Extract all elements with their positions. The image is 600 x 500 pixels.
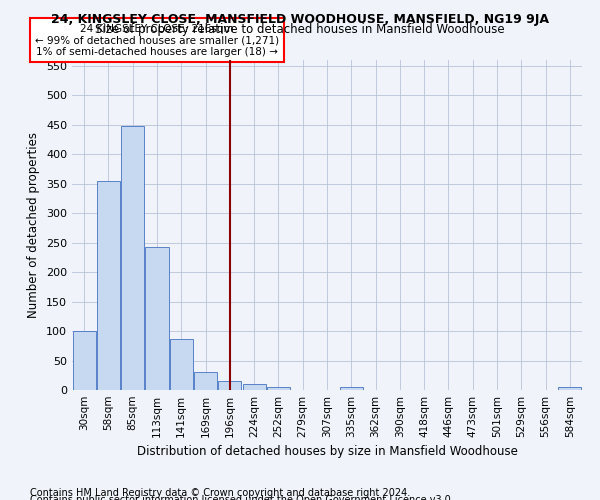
Y-axis label: Number of detached properties: Number of detached properties (28, 132, 40, 318)
Bar (218, 381, 241, 390)
X-axis label: Distribution of detached houses by size in Mansfield Woodhouse: Distribution of detached houses by size … (137, 446, 517, 458)
Text: 24 KINGSLEY CLOSE: 216sqm
← 99% of detached houses are smaller (1,271)
1% of sem: 24 KINGSLEY CLOSE: 216sqm ← 99% of detac… (35, 24, 279, 56)
Bar (559, 387, 581, 390)
Bar (145, 247, 169, 390)
Bar (267, 387, 290, 390)
Bar (340, 387, 363, 390)
Text: Contains HM Land Registry data © Crown copyright and database right 2024.: Contains HM Land Registry data © Crown c… (30, 488, 410, 498)
Text: 24, KINGSLEY CLOSE, MANSFIELD WOODHOUSE, MANSFIELD, NG19 9JA: 24, KINGSLEY CLOSE, MANSFIELD WOODHOUSE,… (51, 12, 549, 26)
Text: Size of property relative to detached houses in Mansfield Woodhouse: Size of property relative to detached ho… (95, 22, 505, 36)
Bar (73, 331, 95, 390)
Bar (170, 338, 193, 390)
Text: Contains public sector information licensed under the Open Government Licence v3: Contains public sector information licen… (30, 495, 454, 500)
Bar (194, 372, 217, 390)
Bar (242, 384, 266, 390)
Bar (121, 126, 144, 390)
Bar (97, 181, 120, 390)
